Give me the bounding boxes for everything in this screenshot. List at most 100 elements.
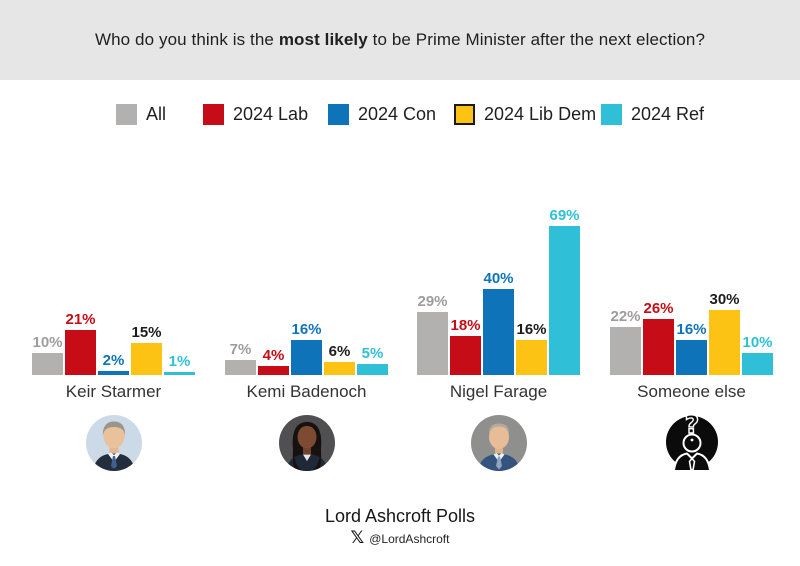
bar-value-label: 40% <box>483 270 514 287</box>
bar-group: 22% 26% 16% 30% 10% <box>610 205 773 375</box>
bar-value-label: 1% <box>168 353 191 370</box>
bar-value-label: 18% <box>450 317 481 334</box>
social-handle-row: 𝕏 @LordAshcroft <box>0 530 800 547</box>
bar <box>32 353 63 375</box>
bar-2024-con: 40% <box>483 270 514 375</box>
bar-2024-lab: 18% <box>450 317 481 375</box>
legend-item-2024-ref: 2024 Ref <box>601 104 704 125</box>
someone-else-question-person-icon: ? <box>664 409 720 472</box>
bar-2024-lib-dem: 6% <box>324 343 355 375</box>
keir-starmer-photo <box>85 415 142 471</box>
bar <box>483 289 514 375</box>
bar-2024-lab: 21% <box>65 311 96 375</box>
avatar <box>85 415 142 471</box>
avatar <box>470 415 527 471</box>
bar <box>417 312 448 375</box>
bar <box>291 340 322 375</box>
bar <box>742 353 773 375</box>
bar-2024-lib-dem: 16% <box>516 321 547 375</box>
legend-swatch-all <box>116 104 137 125</box>
bar <box>324 362 355 375</box>
candidate-name: Someone else <box>637 382 746 401</box>
legend-item-2024-lib-dem: 2024 Lib Dem <box>454 104 596 125</box>
bar <box>65 330 96 375</box>
bar <box>549 226 580 375</box>
bar-value-label: 2% <box>102 352 125 369</box>
group-kemi-badenoch: 7% 4% 16% 6% 5% Kemi Badenoch <box>225 205 388 471</box>
bar-value-label: 21% <box>65 311 96 328</box>
bar <box>357 364 388 375</box>
bar-2024-ref: 1% <box>164 353 195 375</box>
legend-label: 2024 Lib Dem <box>484 104 597 124</box>
bar-group: 10% 21% 2% 15% 1% <box>32 205 195 375</box>
bar <box>516 340 547 375</box>
bar-all: 22% <box>610 308 641 375</box>
question-title-bold: most likely <box>278 30 368 49</box>
bar <box>164 372 195 375</box>
legend-label: 2024 Lab <box>233 104 309 124</box>
candidate-name: Nigel Farage <box>449 382 548 401</box>
bar <box>258 366 289 375</box>
bar-value-label: 16% <box>676 321 707 338</box>
bar-value-label: 10% <box>32 334 63 351</box>
group-keir-starmer: 10% 21% 2% 15% 1% Keir Starmer <box>32 205 195 471</box>
bar-value-label: 22% <box>610 308 641 325</box>
legend-swatch-2024-lab <box>203 104 224 125</box>
bar-value-label: 6% <box>328 343 351 360</box>
bar-2024-lib-dem: 15% <box>131 324 162 375</box>
bar-group: 29% 18% 40% 16% 69% <box>417 205 580 375</box>
candidate-name: Keir Starmer <box>65 382 162 401</box>
bar-2024-lib-dem: 30% <box>709 291 740 375</box>
bar-value-label: 29% <box>417 293 448 310</box>
bar-2024-ref: 69% <box>549 207 580 375</box>
source-title: Lord Ashcroft Polls <box>324 506 476 526</box>
bar <box>676 340 707 375</box>
candidate-name: Kemi Badenoch <box>246 382 367 401</box>
avatar: ? <box>664 409 720 472</box>
bar <box>131 343 162 375</box>
kemi-badenoch-photo <box>278 415 335 471</box>
nigel-farage-photo <box>470 415 527 471</box>
bar <box>709 310 740 375</box>
legend: All 2024 Lab 2024 Con 2024 Lib Dem 2024 … <box>0 104 800 126</box>
bar-all: 29% <box>417 293 448 375</box>
legend-label: 2024 Ref <box>631 104 705 124</box>
legend-label: 2024 Con <box>358 104 437 124</box>
x-twitter-icon: 𝕏 <box>350 528 365 548</box>
bar-2024-ref: 10% <box>742 334 773 375</box>
legend-item-2024-con: 2024 Con <box>328 104 436 125</box>
group-someone-else: 22% 26% 16% 30% 10% Someone else ? <box>610 205 773 472</box>
bar-value-label: 69% <box>549 207 580 224</box>
question-header: Who do you think is the most likely to b… <box>0 0 800 80</box>
bar-value-label: 26% <box>643 300 674 317</box>
bar-value-label: 5% <box>361 345 384 362</box>
bar <box>98 371 129 375</box>
bar-2024-ref: 5% <box>357 345 388 375</box>
bar-group: 7% 4% 16% 6% 5% <box>225 205 388 375</box>
bar-2024-lab: 26% <box>643 300 674 375</box>
avatar <box>278 415 335 471</box>
bar-value-label: 4% <box>262 347 285 364</box>
bar <box>225 360 256 375</box>
bar-value-label: 30% <box>709 291 740 308</box>
bar <box>643 319 674 375</box>
bar-all: 10% <box>32 334 63 375</box>
legend-swatch-2024-ref <box>601 104 622 125</box>
legend-item-all: All <box>116 104 166 125</box>
x-handle: @LordAshcroft <box>369 531 450 546</box>
legend-swatch-2024-con <box>328 104 349 125</box>
svg-text:?: ? <box>684 415 699 439</box>
bar-2024-con: 16% <box>676 321 707 375</box>
bar-value-label: 16% <box>516 321 547 338</box>
bar <box>610 327 641 375</box>
bar-value-label: 10% <box>742 334 773 351</box>
legend-label: All <box>146 104 167 124</box>
legend-swatch-2024-lib-dem <box>454 104 475 125</box>
group-nigel-farage: 29% 18% 40% 16% 69% Nigel Farage <box>417 205 580 471</box>
bar-value-label: 15% <box>131 324 162 341</box>
bar-value-label: 16% <box>291 321 322 338</box>
bar-2024-con: 16% <box>291 321 322 375</box>
legend-item-2024-lab: 2024 Lab <box>203 104 308 125</box>
question-title: Who do you think is the most likely to b… <box>94 30 706 49</box>
bar-2024-con: 2% <box>98 352 129 375</box>
